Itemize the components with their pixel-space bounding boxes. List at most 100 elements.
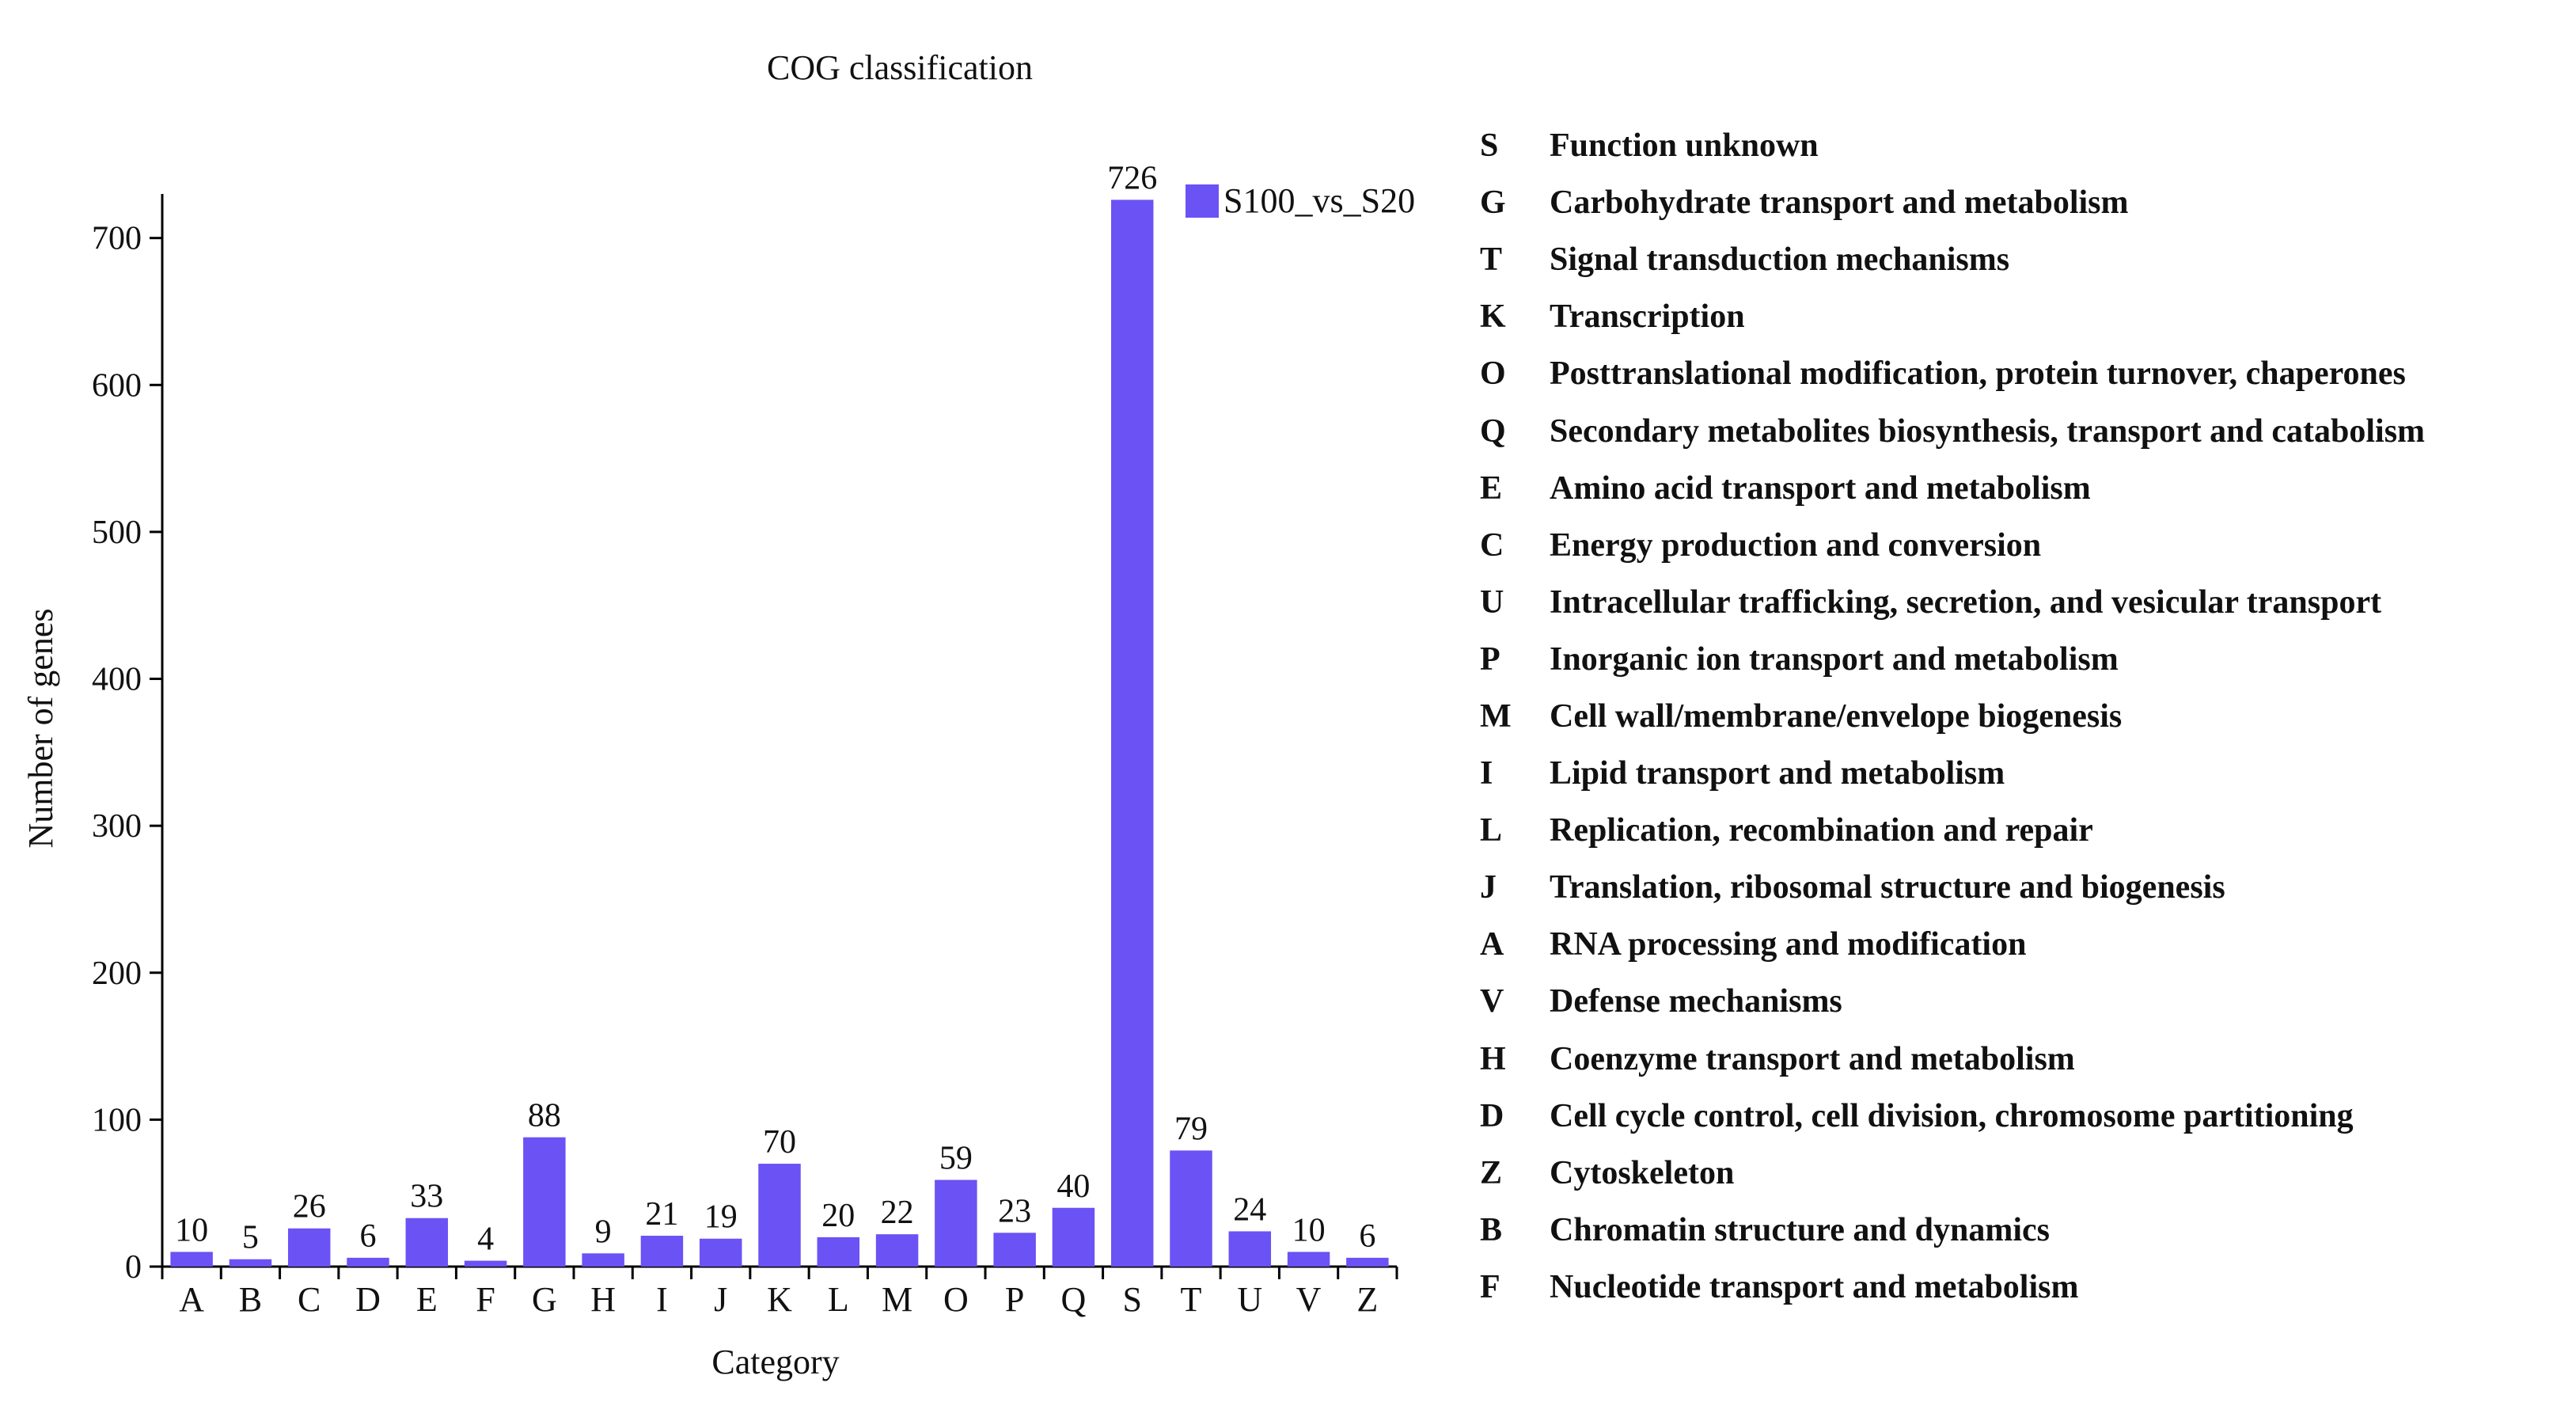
- category-legend-code: E: [1480, 469, 1503, 507]
- category-legend-item: M Cell wall/membrane/envelope biogenesis: [1480, 688, 2425, 745]
- bar-value-label: 40: [1057, 1168, 1090, 1205]
- y-tick-label: 0: [125, 1249, 142, 1286]
- y-tick-label: 600: [92, 367, 142, 404]
- category-legend-item: G Carbohydrate transport and metabolism: [1480, 174, 2425, 231]
- category-legend-description: Lipid transport and metabolism: [1550, 755, 2005, 792]
- category-legend-item: O Posttranslational modification, protein…: [1480, 345, 2425, 402]
- bar-value-label: 4: [477, 1221, 494, 1258]
- category-legend-description: Transcription: [1550, 298, 1745, 336]
- bar-l: [817, 1237, 860, 1267]
- category-legend-description: Cytoskeleton: [1550, 1154, 1735, 1191]
- category-legend-code: Q: [1480, 412, 1506, 450]
- category-legend-code: M: [1480, 697, 1512, 735]
- category-legend-description: RNA processing and modification: [1550, 926, 2027, 963]
- bar-value-label: 6: [1359, 1218, 1375, 1255]
- category-legend-item: A RNA processing and modification: [1480, 916, 2425, 973]
- category-legend-item: C Energy production and conversion: [1480, 517, 2425, 574]
- category-legend-description: Cell cycle control, cell division, chrom…: [1550, 1097, 2354, 1134]
- x-tick-label: S: [1122, 1280, 1141, 1319]
- category-legend-code: G: [1480, 184, 1506, 222]
- category-legend-description: Coenzyme transport and metabolism: [1550, 1040, 2075, 1077]
- y-axis-label: Number of genes: [21, 608, 60, 848]
- x-tick-label: M: [882, 1280, 912, 1319]
- category-legend-code: O: [1480, 355, 1506, 393]
- x-tick-label: U: [1237, 1280, 1262, 1319]
- category-legend-item: P Inorganic ion transport and metabolism: [1480, 631, 2425, 688]
- category-legend-code: L: [1480, 812, 1503, 849]
- bar-value-label: 26: [293, 1189, 326, 1225]
- category-legend-description: Carbohydrate transport and metabolism: [1550, 184, 2129, 222]
- bar-a: [170, 1252, 213, 1267]
- series-legend[interactable]: S100_vs_S20: [1186, 181, 1415, 220]
- y-tick-label: 500: [92, 515, 142, 551]
- category-legend-item: J Translation, ribosomal structure and bi…: [1480, 859, 2425, 916]
- category-legend-code: K: [1480, 298, 1506, 336]
- category-legend-item: H Coenzyme transport and metabolism: [1480, 1031, 2425, 1088]
- y-tick-label: 400: [92, 662, 142, 698]
- x-tick-label: E: [416, 1280, 438, 1319]
- x-tick-label: I: [656, 1280, 668, 1319]
- bar-f: [464, 1260, 507, 1267]
- category-legend-description: Chromatin structure and dynamics: [1550, 1211, 2050, 1248]
- bar-value-label: 21: [645, 1196, 678, 1233]
- category-legend: S Function unknown G Carbohydrate transport…: [1480, 117, 2425, 1316]
- y-tick-label: 700: [92, 221, 142, 257]
- category-legend-description: Amino acid transport and metabolism: [1550, 469, 2091, 507]
- category-legend-item: I Lipid transport and metabolism: [1480, 745, 2425, 802]
- bar-s: [1110, 199, 1154, 1267]
- category-legend-description: Energy production and conversion: [1550, 526, 2042, 564]
- category-legend-code: P: [1480, 640, 1500, 678]
- category-legend-code: H: [1480, 1040, 1506, 1077]
- x-tick-label: L: [828, 1280, 849, 1319]
- x-tick-label: V: [1296, 1280, 1322, 1319]
- category-legend-code: F: [1480, 1268, 1500, 1305]
- bar-value-label: 22: [881, 1195, 914, 1231]
- bar-u: [1228, 1231, 1272, 1267]
- category-legend-code: B: [1480, 1211, 1503, 1248]
- bar-value-label: 24: [1233, 1191, 1266, 1228]
- bar-value-label: 70: [763, 1124, 796, 1161]
- category-legend-description: Posttranslational modification, protein …: [1550, 355, 2406, 393]
- bar-value-label: 10: [175, 1212, 208, 1248]
- bar-value-label: 6: [360, 1218, 377, 1255]
- bar-i: [640, 1236, 684, 1267]
- category-legend-code: T: [1480, 241, 1503, 279]
- category-legend-item: B Chromatin structure and dynamics: [1480, 1202, 2425, 1259]
- x-tick-label: D: [355, 1280, 381, 1319]
- category-legend-item: F Nucleotide transport and metabolism: [1480, 1259, 2425, 1316]
- bar-o: [935, 1180, 977, 1267]
- bar-value-label: 59: [939, 1140, 973, 1176]
- bar-value-label: 79: [1174, 1111, 1208, 1147]
- category-legend-description: Inorganic ion transport and metabolism: [1550, 640, 2119, 678]
- bar-k: [758, 1164, 801, 1267]
- x-tick-label: P: [1005, 1280, 1024, 1319]
- bar-m: [875, 1234, 919, 1267]
- bar-h: [582, 1253, 624, 1267]
- series-legend-swatch: [1186, 184, 1219, 218]
- x-tick-label: B: [239, 1280, 262, 1319]
- category-legend-code: S: [1480, 127, 1499, 165]
- category-legend-code: U: [1480, 583, 1504, 621]
- category-legend-item: D Cell cycle control, cell division, chro…: [1480, 1088, 2425, 1145]
- category-legend-code: Z: [1480, 1154, 1503, 1191]
- x-tick-label: F: [476, 1280, 495, 1319]
- category-legend-description: Signal transduction mechanisms: [1550, 241, 2010, 279]
- category-legend-item: K Transcription: [1480, 288, 2425, 345]
- x-tick-label: T: [1181, 1280, 1202, 1319]
- x-tick-label: C: [298, 1280, 321, 1319]
- bar-c: [287, 1228, 331, 1267]
- x-tick-label: Q: [1061, 1280, 1087, 1319]
- category-legend-description: Cell wall/membrane/envelope biogenesis: [1550, 697, 2123, 735]
- category-legend-code: C: [1480, 526, 1504, 564]
- bar-v: [1287, 1252, 1330, 1267]
- bar-value-label: 9: [595, 1214, 612, 1250]
- x-tick-label: G: [532, 1280, 557, 1319]
- category-legend-description: Function unknown: [1550, 127, 1819, 165]
- bar-value-label: 23: [998, 1193, 1031, 1229]
- bar-value-label: 33: [410, 1179, 443, 1215]
- category-legend-code: D: [1480, 1097, 1504, 1134]
- category-legend-item: E Amino acid transport and metabolism: [1480, 460, 2425, 517]
- bar-p: [993, 1233, 1036, 1267]
- category-legend-code: J: [1480, 869, 1497, 906]
